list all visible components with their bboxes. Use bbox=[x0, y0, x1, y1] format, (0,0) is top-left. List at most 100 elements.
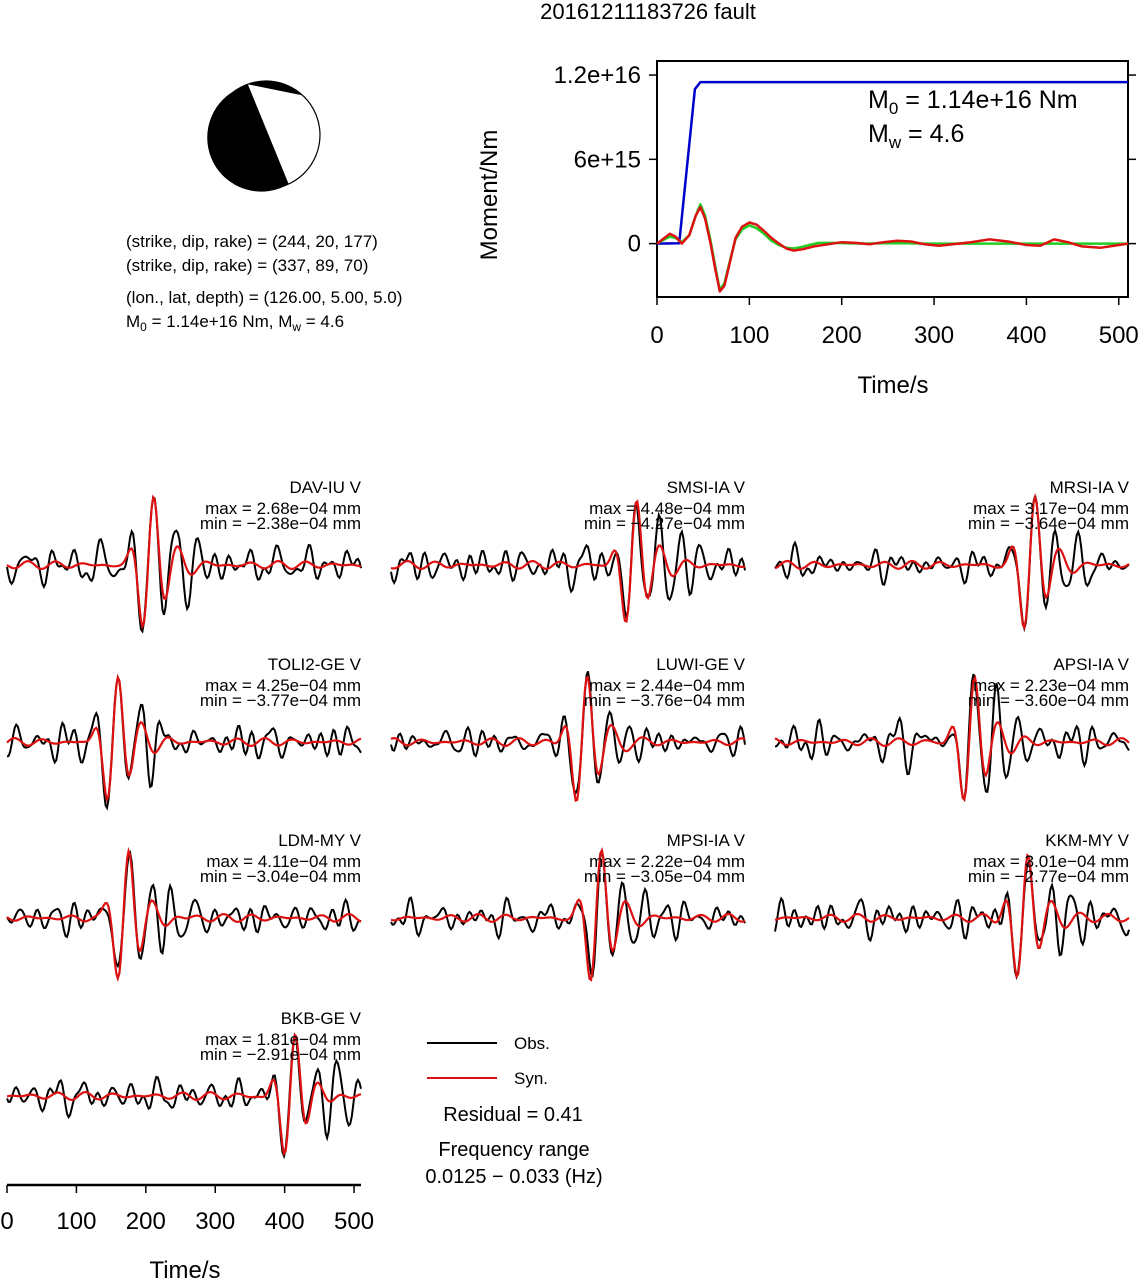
page-title: 20161211183726 fault bbox=[540, 0, 756, 24]
moment-x-tick-label: 500 bbox=[1099, 322, 1139, 349]
syn-trace bbox=[774, 674, 1130, 802]
obs-trace bbox=[6, 674, 362, 811]
moment-x-tick-label: 100 bbox=[729, 322, 769, 349]
time-axis-tick-label: 300 bbox=[195, 1208, 235, 1235]
obs-trace bbox=[390, 502, 746, 622]
station-name: SMSI-IA V bbox=[667, 478, 746, 497]
source-location: (lon., lat, depth) = (126.00, 5.00, 5.0) bbox=[126, 288, 402, 307]
station-min: min = −4.27e−04 mm bbox=[584, 514, 745, 533]
station-min: min = −3.77e−04 mm bbox=[200, 691, 361, 710]
station-min: min = −2.38e−04 mm bbox=[200, 514, 361, 533]
moment-m0-annotation: M0 = 1.14e+16 Nm bbox=[868, 86, 1078, 118]
syn-trace bbox=[390, 675, 746, 803]
moment-series bbox=[656, 80, 1129, 293]
time-axis-tick-label: 200 bbox=[126, 1208, 166, 1235]
station-min: min = −3.64e−04 mm bbox=[968, 514, 1129, 533]
obs-trace bbox=[6, 495, 362, 634]
station-min: min = −2.91e−04 mm bbox=[200, 1045, 361, 1064]
station-max: max = 4.11e−04 mm bbox=[206, 852, 361, 871]
moment-mw-annotation: Mw = 4.6 bbox=[868, 120, 964, 152]
frequency-title: Frequency range bbox=[438, 1139, 589, 1161]
station-max: max = 3.17e−04 mm bbox=[973, 499, 1129, 518]
station-min: min = −3.60e−04 mm bbox=[968, 691, 1129, 710]
beachball-compressional-quadrant bbox=[207, 84, 289, 192]
station-name: APSI-IA V bbox=[1053, 655, 1129, 674]
time-axis-tick-label: 0 bbox=[0, 1208, 13, 1235]
beachball bbox=[207, 80, 321, 192]
station-name: MRSI-IA V bbox=[1050, 478, 1130, 497]
moment-x-tick-label: 300 bbox=[914, 322, 954, 349]
nodal-plane-2: (strike, dip, rake) = (337, 89, 70) bbox=[126, 256, 368, 275]
station-max: max = 2.68e−04 mm bbox=[205, 499, 361, 518]
station-min: min = −2.77e−04 mm bbox=[968, 867, 1129, 886]
station-max: max = 1.81e−04 mm bbox=[205, 1030, 361, 1049]
syn-trace bbox=[390, 846, 746, 982]
frequency-range: 0.0125 − 0.033 (Hz) bbox=[425, 1166, 602, 1188]
time-axis-tick-label: 100 bbox=[56, 1208, 96, 1235]
moment-series-line-2 bbox=[656, 205, 1129, 293]
moment-x-axis-label: Time/s bbox=[857, 372, 928, 399]
syn-trace bbox=[774, 492, 1130, 632]
syn-trace bbox=[6, 673, 362, 803]
waveform-x-axis-label: Time/s bbox=[149, 1257, 220, 1281]
syn-trace bbox=[6, 1032, 362, 1157]
legend-obs-label: Obs. bbox=[514, 1034, 550, 1053]
station-name: BKB-GE V bbox=[281, 1009, 362, 1028]
station-name: MPSI-IA V bbox=[667, 831, 746, 850]
station-name: LDM-MY V bbox=[278, 831, 361, 850]
syn-trace bbox=[6, 846, 362, 983]
moment-x-tick-label: 0 bbox=[650, 322, 663, 349]
waveform-time-axis: 0 100 200 300 400 500 bbox=[0, 1183, 374, 1235]
station-min: min = −3.04e−04 mm bbox=[200, 867, 361, 886]
residual-text: Residual = 0.41 bbox=[443, 1104, 583, 1126]
obs-trace bbox=[774, 673, 1130, 803]
time-axis-tick-label: 500 bbox=[334, 1208, 374, 1235]
station-max: max = 2.22e−04 mm bbox=[589, 852, 745, 871]
moment-plot-frame bbox=[656, 60, 1129, 298]
station-max: max = 2.44e−04 mm bbox=[589, 676, 745, 695]
station-name: TOLI2-GE V bbox=[268, 655, 362, 674]
station-name: LUWI-GE V bbox=[656, 655, 745, 674]
station-name: DAV-IU V bbox=[290, 478, 362, 497]
station-min: min = −3.76e−04 mm bbox=[584, 691, 745, 710]
station-max: max = 3.01e−04 mm bbox=[973, 852, 1129, 871]
station-min: min = −3.05e−04 mm bbox=[584, 867, 745, 886]
beachball-compressional-cap bbox=[247, 81, 303, 96]
obs-trace bbox=[6, 849, 362, 969]
nodal-plane-1: (strike, dip, rake) = (244, 20, 177) bbox=[126, 232, 378, 251]
syn-trace bbox=[390, 499, 746, 623]
station-max: max = 2.23e−04 mm bbox=[973, 676, 1129, 695]
legend-syn-label: Syn. bbox=[514, 1069, 548, 1088]
syn-trace bbox=[774, 852, 1130, 979]
moment-summary: M0 = 1.14e+16 Nm, Mw = 4.6 bbox=[126, 312, 344, 334]
moment-series-line-0 bbox=[656, 80, 1128, 245]
time-axis-tick-label: 400 bbox=[265, 1208, 305, 1235]
moment-y-tick-label: 0 bbox=[628, 231, 641, 258]
moment-y-tick-label: 1.2e+16 bbox=[554, 62, 641, 89]
moment-x-tick-label: 200 bbox=[822, 322, 862, 349]
legend: Obs. Syn. bbox=[427, 1034, 550, 1088]
moment-y-axis-label: Moment/Nm bbox=[476, 130, 503, 261]
syn-trace bbox=[6, 494, 362, 630]
obs-trace bbox=[390, 850, 746, 978]
station-max: max = 4.48e−04 mm bbox=[589, 499, 745, 518]
moment-x-tick-label: 400 bbox=[1006, 322, 1046, 349]
obs-trace bbox=[774, 860, 1130, 981]
station-max: max = 4.25e−04 mm bbox=[205, 676, 361, 695]
station-name: KKM-MY V bbox=[1045, 831, 1129, 850]
moment-axis-ticks: 0 100 200 300 400 500 0 6e+15 1.2e+16 bbox=[554, 62, 1139, 349]
moment-y-tick-label: 6e+15 bbox=[574, 146, 641, 173]
